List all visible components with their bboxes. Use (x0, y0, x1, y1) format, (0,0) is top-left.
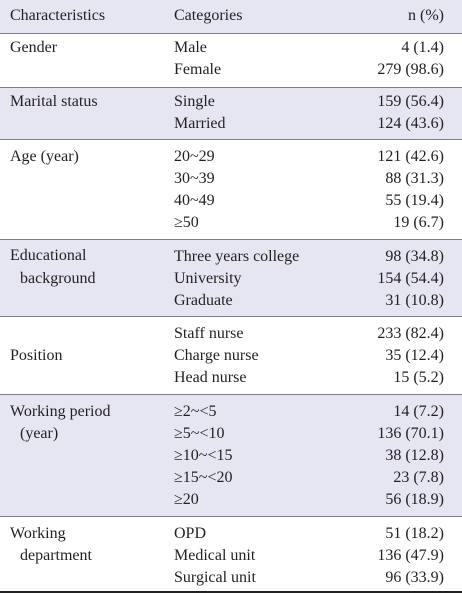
category-cell: Single (174, 93, 215, 110)
category-cell: Staff nurse (174, 325, 244, 342)
value-cell: 136 (70.1) (377, 425, 444, 442)
category-cell: Female (174, 61, 222, 78)
value-cell: 233 (82.4) (377, 325, 444, 342)
group-working-period: Working period (year) ≥2~<5 14 (7.2) ≥5~… (0, 395, 462, 517)
category-cell: Married (174, 115, 226, 132)
group-gender: Gender Male 4 (1.4) Female 279 (98.6) (0, 34, 462, 88)
category-cell: University (174, 270, 242, 287)
characteristic-label: Gender (10, 39, 58, 56)
value-cell: 23 (7.8) (393, 469, 444, 486)
characteristic-label: Marital status (10, 93, 98, 110)
table-header: Characteristics Categories n (%) (0, 0, 462, 34)
category-cell: ≥10~<15 (174, 447, 233, 464)
category-cell: 20~29 (174, 148, 215, 165)
characteristic-label-continued: (year) (20, 425, 59, 442)
characteristic-label-continued: department (20, 547, 92, 564)
category-cell: ≥2~<5 (174, 403, 217, 420)
value-cell: 121 (42.6) (377, 148, 444, 165)
value-cell: 159 (56.4) (377, 93, 444, 110)
category-cell: Male (174, 39, 207, 56)
value-cell: 4 (1.4) (401, 39, 444, 56)
value-cell: 15 (5.2) (393, 369, 444, 386)
value-cell: 35 (12.4) (385, 347, 444, 364)
value-cell: 55 (19.4) (385, 192, 444, 209)
characteristic-label: Position (10, 347, 63, 364)
value-cell: 19 (6.7) (393, 214, 444, 231)
value-cell: 88 (31.3) (385, 170, 444, 187)
value-cell: 154 (54.4) (377, 270, 444, 287)
value-cell: 31 (10.8) (385, 292, 444, 309)
category-cell: ≥20 (174, 491, 199, 508)
value-cell: 96 (33.9) (385, 569, 444, 586)
category-cell: ≥5~<10 (174, 425, 225, 442)
value-cell: 51 (18.2) (385, 525, 444, 542)
value-cell: 56 (18.9) (385, 491, 444, 508)
group-age: Age (year) 20~29 121 (42.6) 30~39 88 (31… (0, 140, 462, 240)
group-educational-background: Educational background Three years colle… (0, 240, 462, 317)
value-cell: 14 (7.2) (393, 403, 444, 420)
category-cell: Graduate (174, 292, 233, 309)
characteristic-label: Age (year) (10, 148, 79, 165)
category-cell: ≥50 (174, 214, 199, 231)
header-categories: Categories (174, 7, 243, 24)
characteristic-label-continued: background (20, 270, 96, 287)
characteristic-label: Working (10, 525, 66, 542)
category-cell: Medical unit (174, 547, 256, 564)
value-cell: 38 (12.8) (385, 447, 444, 464)
category-cell: 40~49 (174, 192, 215, 209)
category-cell: OPD (174, 525, 207, 542)
category-cell: ≥15~<20 (174, 469, 233, 486)
value-cell: 279 (98.6) (377, 61, 444, 78)
value-cell: 124 (43.6) (377, 115, 444, 132)
value-cell: 136 (47.9) (377, 547, 444, 564)
category-cell: Three years college (174, 248, 300, 265)
category-cell: Head nurse (174, 369, 247, 386)
category-cell: Charge nurse (174, 347, 259, 364)
group-working-department: Working department OPD 51 (18.2) Medical… (0, 517, 462, 591)
category-cell: 30~39 (174, 170, 215, 187)
group-marital-status: Marital status Single 159 (56.4) Married… (0, 88, 462, 140)
characteristic-label: Educational (10, 247, 87, 264)
category-cell: Surgical unit (174, 569, 256, 586)
header-characteristics: Characteristics (10, 7, 106, 24)
header-n-percent: n (%) (408, 7, 444, 24)
value-cell: 98 (34.8) (385, 248, 444, 265)
characteristic-label: Working period (10, 403, 111, 420)
group-position: Position Staff nurse 233 (82.4) Charge n… (0, 317, 462, 395)
table-bottom-rule (0, 591, 462, 593)
